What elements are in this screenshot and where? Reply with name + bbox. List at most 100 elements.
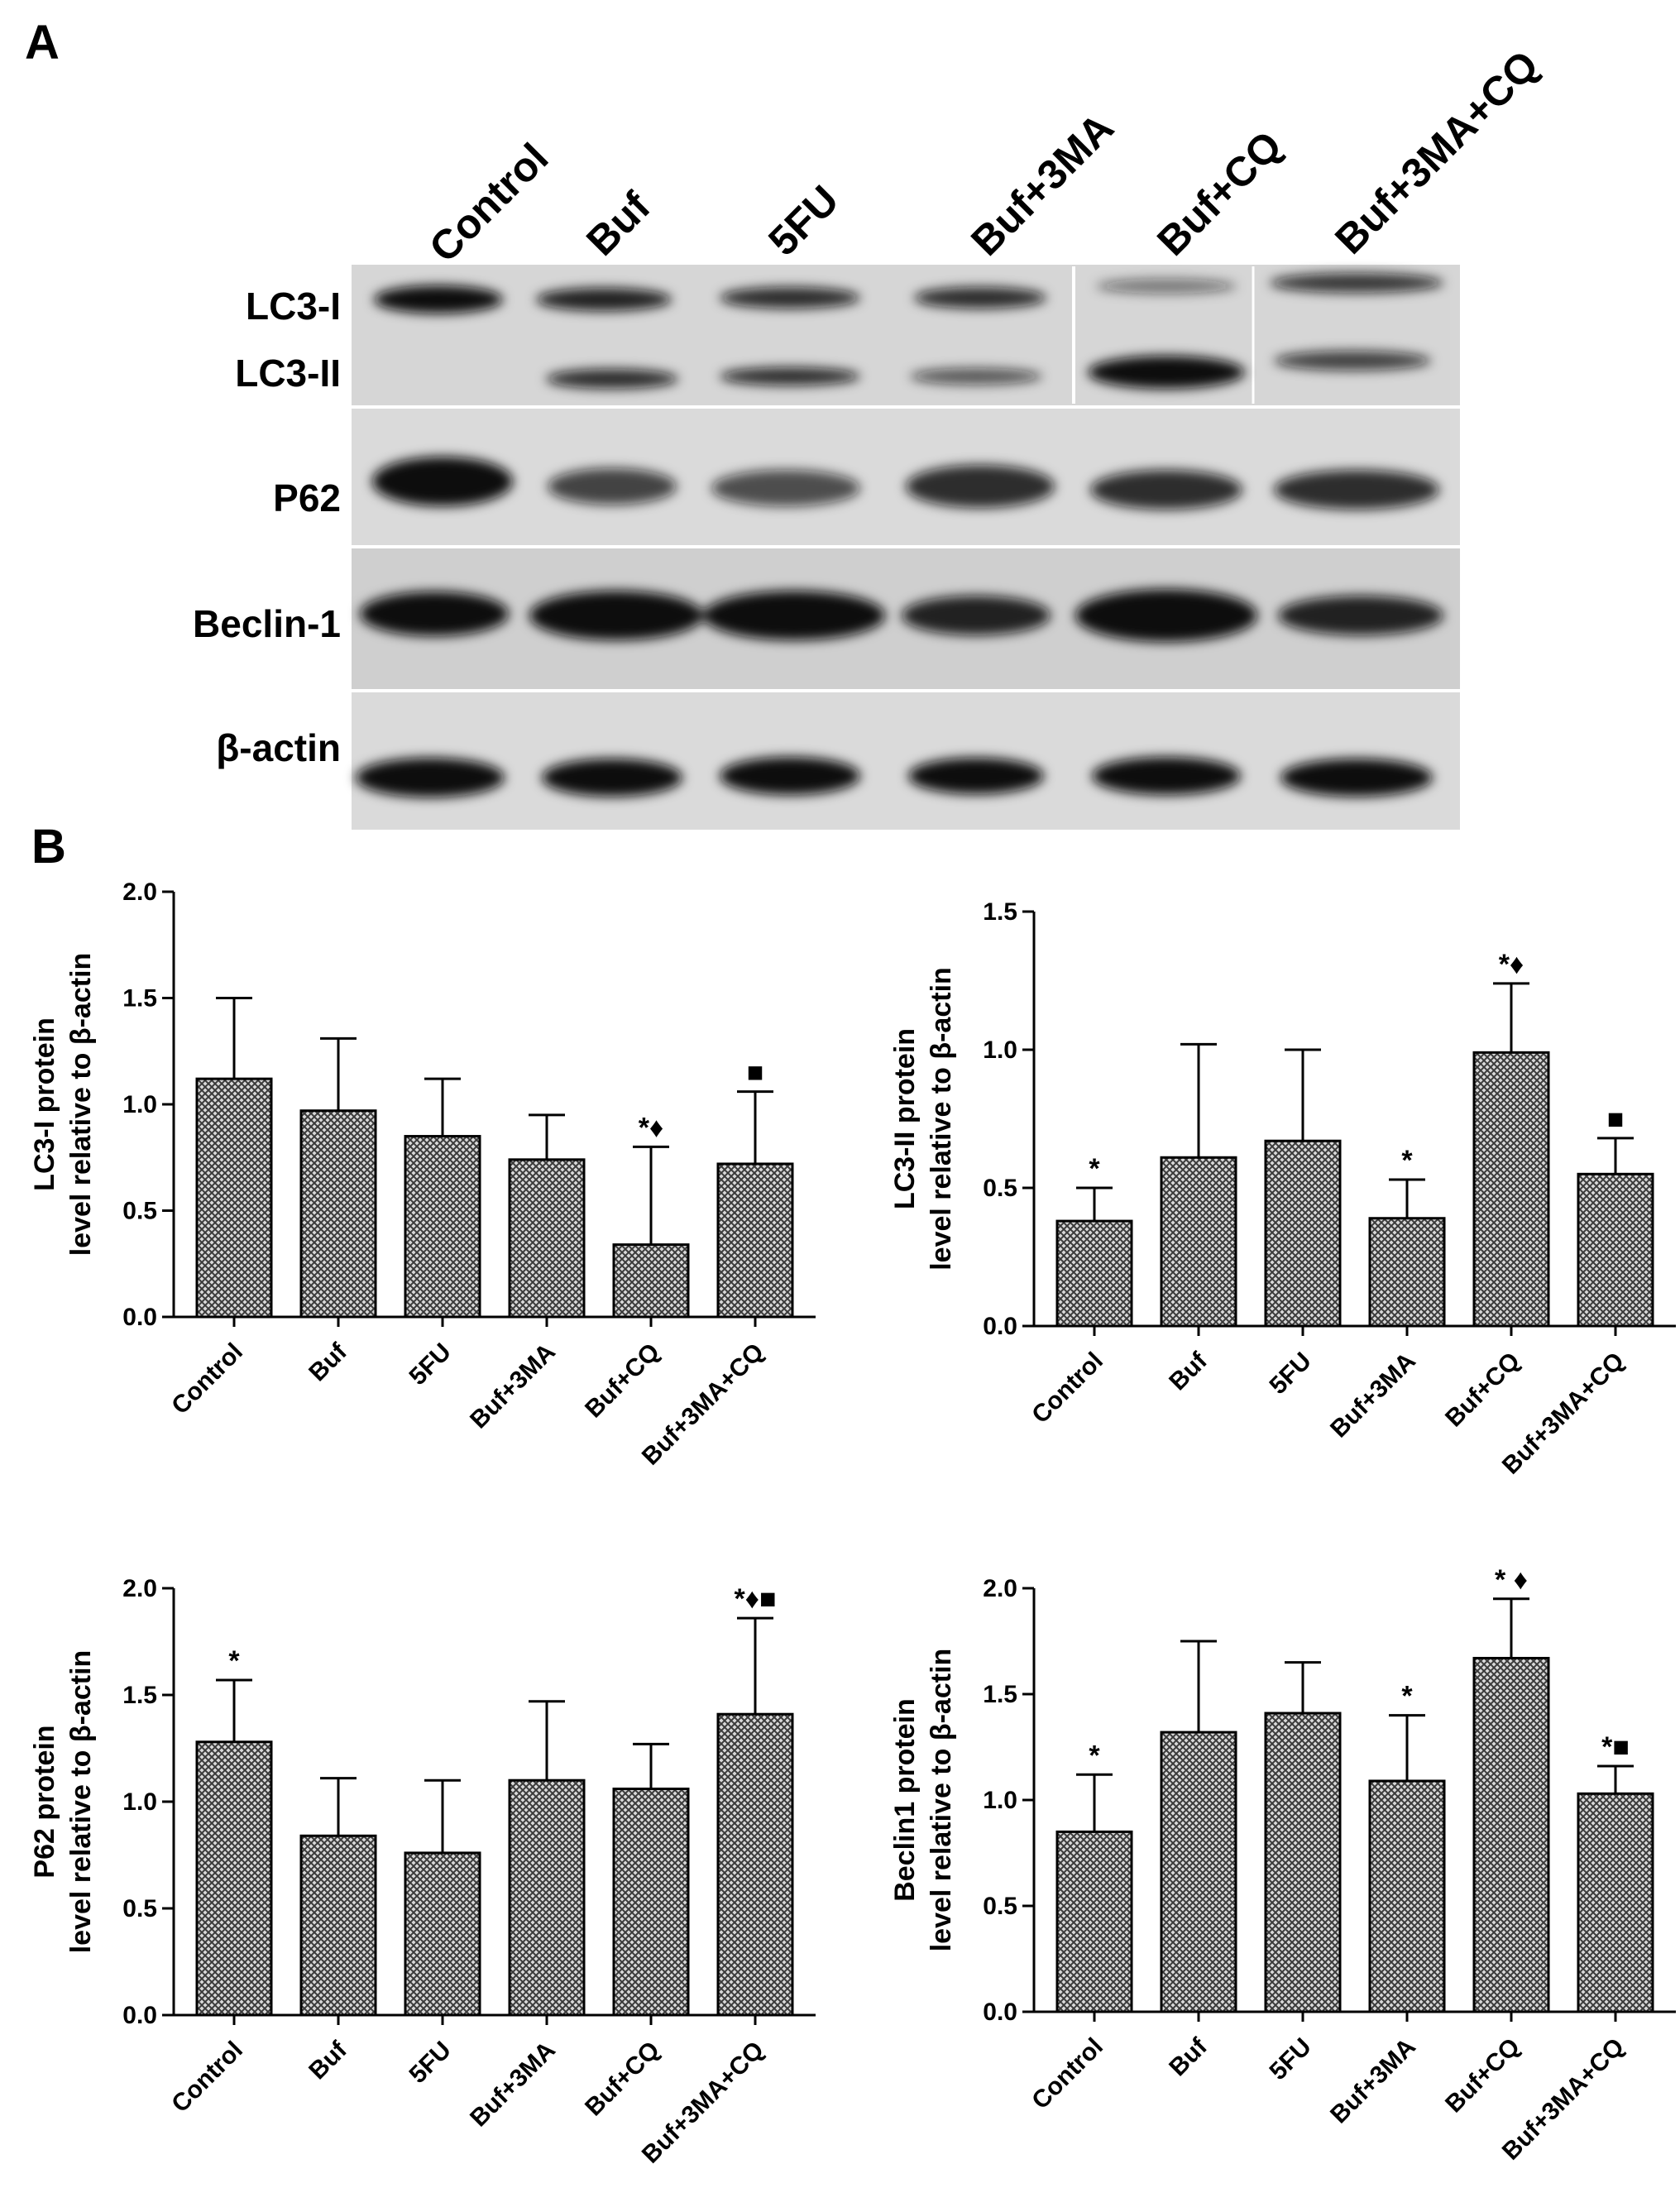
- panel-label-a: A: [25, 16, 60, 69]
- band-lc3-i: [1270, 273, 1443, 293]
- band-lc3-i: [536, 288, 672, 311]
- bar: [716, 1162, 794, 1319]
- band-p62: [1090, 470, 1242, 510]
- y-axis-label: LC3-I protein: [29, 1017, 60, 1191]
- blot-bands: [356, 273, 1443, 797]
- significance-marker: *: [1401, 1681, 1413, 1712]
- bar: [404, 1851, 481, 2017]
- significance-marker: ■: [747, 1057, 764, 1089]
- y-tick-label: 2.0: [983, 1575, 1017, 1602]
- bar: [1160, 1156, 1237, 1328]
- significance-marker: *♦: [1499, 949, 1524, 980]
- significance-marker: *: [1089, 1153, 1100, 1185]
- band-actin: [356, 758, 505, 797]
- band-beclin: [902, 596, 1051, 635]
- y-tick-label: 0.5: [122, 1198, 157, 1225]
- y-axis-label: level relative to β-actin: [65, 1650, 97, 1954]
- bar: [612, 1243, 690, 1319]
- band-lc3-ii: [546, 369, 678, 389]
- significance-marker: * ♦: [1495, 1564, 1528, 1596]
- y-axis-label: level relative to β-actin: [65, 953, 97, 1257]
- x-tick-label: Buf+3MA: [465, 2037, 561, 2133]
- x-tick-label: Buf: [1164, 2032, 1213, 2081]
- y-tick-label: 0.5: [983, 1175, 1017, 1202]
- y-axis-label: P62 protein: [29, 1725, 60, 1878]
- band-lc3-i: [720, 287, 860, 309]
- y-tick-label: 2.0: [122, 1575, 157, 1602]
- blot-protein-labels: LC3-I LC3-II P62 Beclin-1 β-actin: [193, 285, 341, 769]
- y-axis-label: level relative to β-actin: [926, 1649, 957, 1952]
- x-tick-label: 5FU: [1265, 2033, 1317, 2085]
- bar: [195, 1740, 273, 2017]
- x-tick-label: Buf+3MA: [465, 1338, 561, 1434]
- x-tick-label: 5FU: [404, 2037, 457, 2089]
- bar: [1264, 1712, 1342, 2013]
- y-tick-label: 1.0: [122, 1788, 157, 1816]
- bar: [1577, 1172, 1654, 1328]
- y-tick-label: 2.0: [122, 878, 157, 906]
- band-beclin: [360, 591, 509, 636]
- y-axis-label: level relative to β-actin: [926, 967, 957, 1271]
- bar: [1368, 1779, 1446, 2013]
- significance-marker: ■: [1607, 1104, 1625, 1135]
- y-axis-label: LC3-II protein: [889, 1028, 921, 1209]
- x-tick-label: Buf: [1164, 1347, 1213, 1396]
- y-axis-label: Beclin1 protein: [889, 1698, 921, 1902]
- x-tick-label: Control: [1027, 2033, 1108, 2115]
- band-beclin: [703, 591, 885, 640]
- x-tick-label: 5FU: [404, 1338, 457, 1391]
- y-tick-label: 1.5: [122, 985, 157, 1013]
- band-beclin: [529, 591, 703, 640]
- bar: [508, 1158, 586, 1319]
- blot-lane-label: Control: [420, 135, 557, 271]
- bar: [195, 1077, 273, 1319]
- band-actin: [1280, 759, 1433, 797]
- significance-marker: *: [1401, 1145, 1413, 1176]
- x-tick-label: Buf+CQ: [580, 1338, 665, 1424]
- band-actin: [542, 759, 682, 797]
- blot-lane-labels: Control Buf 5FU Buf+3MA Buf+CQ Buf+3MA+C…: [420, 41, 1547, 270]
- y-tick-label: 1.5: [983, 898, 1017, 926]
- blot-lane-label: 5FU: [759, 176, 847, 264]
- y-tick-label: 1.0: [983, 1787, 1017, 1814]
- y-tick-label: 0.5: [122, 1895, 157, 1922]
- band-lc3-ii: [910, 368, 1042, 385]
- band-lc3-i: [1096, 279, 1237, 294]
- band-p62: [711, 470, 860, 506]
- band-lc3-i: [914, 287, 1046, 309]
- y-tick-label: 1.0: [122, 1091, 157, 1118]
- band-actin: [1092, 757, 1241, 795]
- band-actin: [720, 757, 860, 795]
- y-tick-label: 0.0: [122, 2002, 157, 2029]
- blot-strips: [352, 265, 1460, 830]
- band-actin: [908, 758, 1044, 794]
- band-lc3-ii: [720, 367, 860, 385]
- bar: [299, 1109, 377, 1319]
- band-p62: [1274, 470, 1439, 510]
- blot-lane-label: Buf: [577, 183, 659, 265]
- bar-chart-beclin1: 0.0 0.5 1.0 1.5 2.0 Beclin1 protein level rela…: [889, 1564, 1676, 2166]
- x-tick-label: Control: [166, 2037, 248, 2118]
- blot-lane-label: Buf+CQ: [1148, 122, 1290, 265]
- y-tick-label: 0.0: [983, 1313, 1017, 1340]
- band-p62: [548, 468, 677, 505]
- blot-protein-label: LC3-II: [235, 352, 341, 395]
- bar: [1577, 1792, 1654, 2013]
- significance-marker: *♦■: [734, 1583, 776, 1615]
- x-tick-label: Buf+3MA: [1325, 2033, 1421, 2129]
- significance-marker: *: [1089, 1740, 1100, 1771]
- blot-protein-label: Beclin-1: [193, 602, 341, 645]
- blot-lane-label: Buf+3MA: [962, 104, 1122, 265]
- blot-lane-label: Buf+3MA+CQ: [1326, 41, 1547, 262]
- significance-marker: *: [228, 1645, 240, 1677]
- y-tick-label: 1.5: [983, 1681, 1017, 1708]
- bar: [612, 1788, 690, 2017]
- band-beclin: [1278, 596, 1443, 635]
- significance-marker: *■: [1601, 1731, 1630, 1763]
- y-tick-label: 0.0: [983, 1999, 1017, 2026]
- bar: [1472, 1051, 1550, 1328]
- blot-protein-label: LC3-I: [246, 285, 341, 328]
- bar: [299, 1834, 377, 2017]
- bar: [1055, 1219, 1133, 1328]
- x-tick-label: 5FU: [1265, 1348, 1317, 1400]
